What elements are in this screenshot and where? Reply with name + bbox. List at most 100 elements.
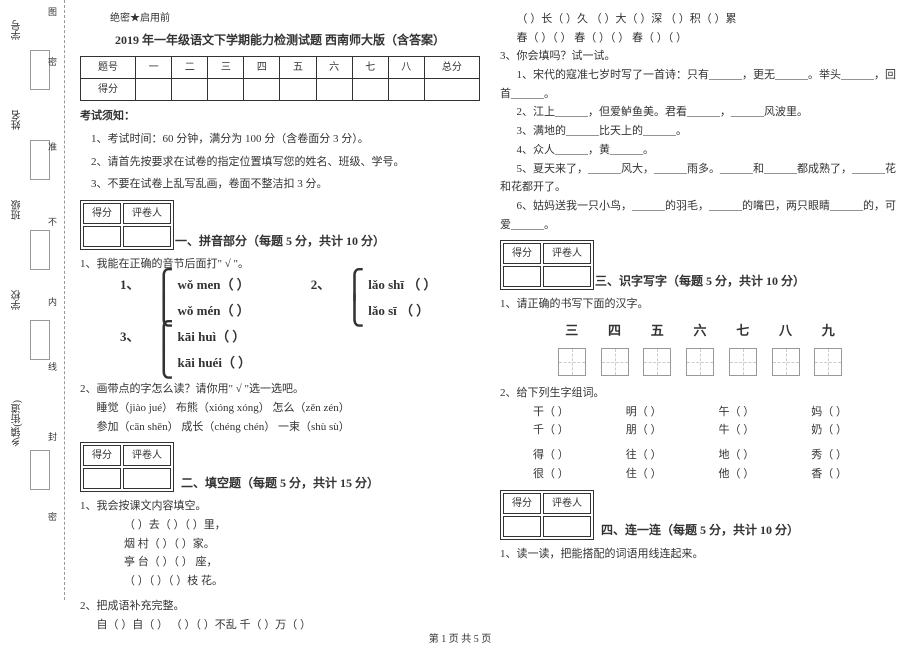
writing-grid [814,348,842,376]
margin-mark: 线 [48,360,57,373]
question-prompt: 2、给下列生字组词。 [500,384,900,403]
word-item: 妈（ ） [795,403,885,422]
question-2-2: 2、把成语补充完整。 自（ ）自（ ） （ ）（ ）不乱 千（ ）万（ ） [80,597,480,634]
question-line: 3、满地的______比天上的______。 [500,122,900,141]
margin-box [30,140,50,180]
section-1-title: 一、拼音部分（每题 5 分，共计 10 分） [175,231,385,251]
word-item: 午（ ） [702,403,792,422]
left-column: 绝密★启用前 2019 年一年级语文下学期能力检测试题 西南师大版（含答案） 题… [80,10,480,590]
margin-mark: 内 [48,295,57,308]
margin-label-xiangzhen: 乡镇(街道) [10,400,25,447]
confidential-note: 绝密★启用前 [80,10,480,27]
question-4-1: 1、读一读，把能搭配的词语用线连起来。 [500,545,900,564]
score-label: 得分 [83,203,121,224]
char-label: 八 [766,320,806,342]
question-line: （ ）长（ ）久 （ ）大（ ）深 （ ）积（ ）累 [500,10,900,29]
right-column: （ ）长（ ）久 （ ）大（ ）深 （ ）积（ ）累 春（ ）（ ） 春（ ）（… [500,10,900,590]
th: 三 [208,57,244,79]
question-line: 烟 村（ ）（ ）家。 [80,535,480,554]
instructions: 考试须知： 1、考试时间：60 分钟，满分为 100 分（含卷面分 3 分）。 … [80,107,480,194]
section-score-box: 得分评卷人 [80,200,174,250]
margin-mark: 不 [48,215,57,228]
pinyin-option: kāi huéi（ ） [178,355,252,370]
margin-box [30,230,50,270]
pinyin-option: kāi huì（ ） [178,329,246,344]
margin-label-xuexiao: 学校 [10,290,25,310]
pinyin-option: wǒ mén（ ） [178,300,308,322]
pinyin-option: lǎo shī （ ） [368,277,436,292]
question-prompt: 3、你会填吗？试一试。 [500,47,900,66]
brace-icon: ⎩ [153,354,174,374]
word-item: 得（ ） [517,446,607,465]
table-row: 得分 [81,79,480,101]
margin-label-banji: 班级 [10,200,25,220]
question-line: 参加（cān shēn） 成长（chéng chén） 一束（shù sù） [80,418,480,437]
th: 二 [172,57,208,79]
question-prompt: 1、读一读，把能搭配的词语用线连起来。 [500,545,900,564]
pinyin-option: wǒ men（ ） [178,274,308,296]
writing-grid [729,348,757,376]
word-item: 奶（ ） [795,421,885,440]
word-item: 朋（ ） [609,421,699,440]
word-item: 很（ ） [517,465,607,484]
question-1-2: 2、画带点的字怎么读？请你用" √ "选一选吧。 睡觉（jiào jué） 布熊… [80,380,480,436]
question-prompt: 2、把成语补充完整。 [80,597,480,616]
question-1-1: 1、我能在正确的音节后面打" √ "。 1、 ⎧ wǒ men（ ） 2、 ⎧ … [80,255,480,374]
item-number: 2、 [311,274,341,296]
margin-mark: 封 [48,430,57,443]
th: 一 [136,57,172,79]
th: 八 [388,57,424,79]
char-label: 三 [552,320,592,342]
pinyin-option: lǎo sī （ ） [368,303,429,318]
section-score-box: 得分评卷人 [500,490,594,540]
brace-icon: ⎩ [153,302,174,322]
brace-icon: ⎧ [344,276,365,296]
question-3-1: 1、请正确的书写下面的汉字。 三 四 五 六 七 八 九 [500,295,900,376]
word-item: 往（ ） [609,446,699,465]
instruction-item: 2、请首先按要求在试卷的指定位置填写您的姓名、班级、学号。 [80,153,480,172]
char-label: 七 [723,320,763,342]
question-prompt: 1、我能在正确的音节后面打" √ "。 [80,255,480,274]
brace-icon: ⎧ [153,328,174,348]
margin-box [30,50,50,90]
margin-box [30,450,50,490]
writing-grid [643,348,671,376]
word-item: 住（ ） [609,465,699,484]
question-line: 春（ ）（ ） 春（ ）（ ） 春（ ）（ ） [500,29,900,48]
binding-margin: 学号 姓名 班级 学校 乡镇(街道) 图 密 准 不 内 线 封 密 [0,0,65,600]
char-label: 四 [595,320,635,342]
th: 七 [352,57,388,79]
section-4-title: 四、连一连（每题 5 分，共计 10 分） [601,520,799,540]
margin-label-xingming: 姓名 [10,110,25,130]
table-row: 题号 一 二 三 四 五 六 七 八 总分 [81,57,480,79]
question-3-2: 2、给下列生字组词。 干（ ） 明（ ） 午（ ） 妈（ ） 千（ ） 朋（ ）… [500,384,900,483]
question-line: 5、夏天来了，______风大，______雨多。______和______都成… [500,160,900,197]
question-line: 亭 台（ ）（ ） 座， [80,553,480,572]
instruction-item: 3、不要在试卷上乱写乱画，卷面不整洁扣 3 分。 [80,175,480,194]
word-item: 千（ ） [517,421,607,440]
th: 总分 [424,57,479,79]
writing-grid [601,348,629,376]
grader-label: 评卷人 [123,203,171,224]
section-3-title: 三、识字写字（每题 5 分，共计 10 分） [595,271,805,291]
th: 五 [280,57,316,79]
writing-grid [772,348,800,376]
th: 题号 [81,57,136,79]
question-line: 4、众人______，黄______。 [500,141,900,160]
margin-label-xuehao: 学号 [10,20,25,40]
word-item: 干（ ） [517,403,607,422]
item-number: 3、 [120,326,150,348]
char-label: 九 [808,320,848,342]
th: 四 [244,57,280,79]
question-prompt: 1、我会按课文内容填空。 [80,497,480,516]
word-item: 明（ ） [609,403,699,422]
question-line: 6、姑妈送我一只小鸟，______的羽毛，______的嘴巴，两只眼睛_____… [500,197,900,234]
page-footer: 第 1 页 共 5 页 [0,630,920,645]
question-line: 2、江上______，但爱鲈鱼美。君看______，______风波里。 [500,103,900,122]
question-line: 1、宋代的寇准七岁时写了一首诗：只有______，更无______。举头____… [500,66,900,103]
td: 得分 [81,79,136,101]
writing-grid [558,348,586,376]
word-item: 秀（ ） [795,446,885,465]
th: 六 [316,57,352,79]
margin-mark: 密 [48,510,57,523]
